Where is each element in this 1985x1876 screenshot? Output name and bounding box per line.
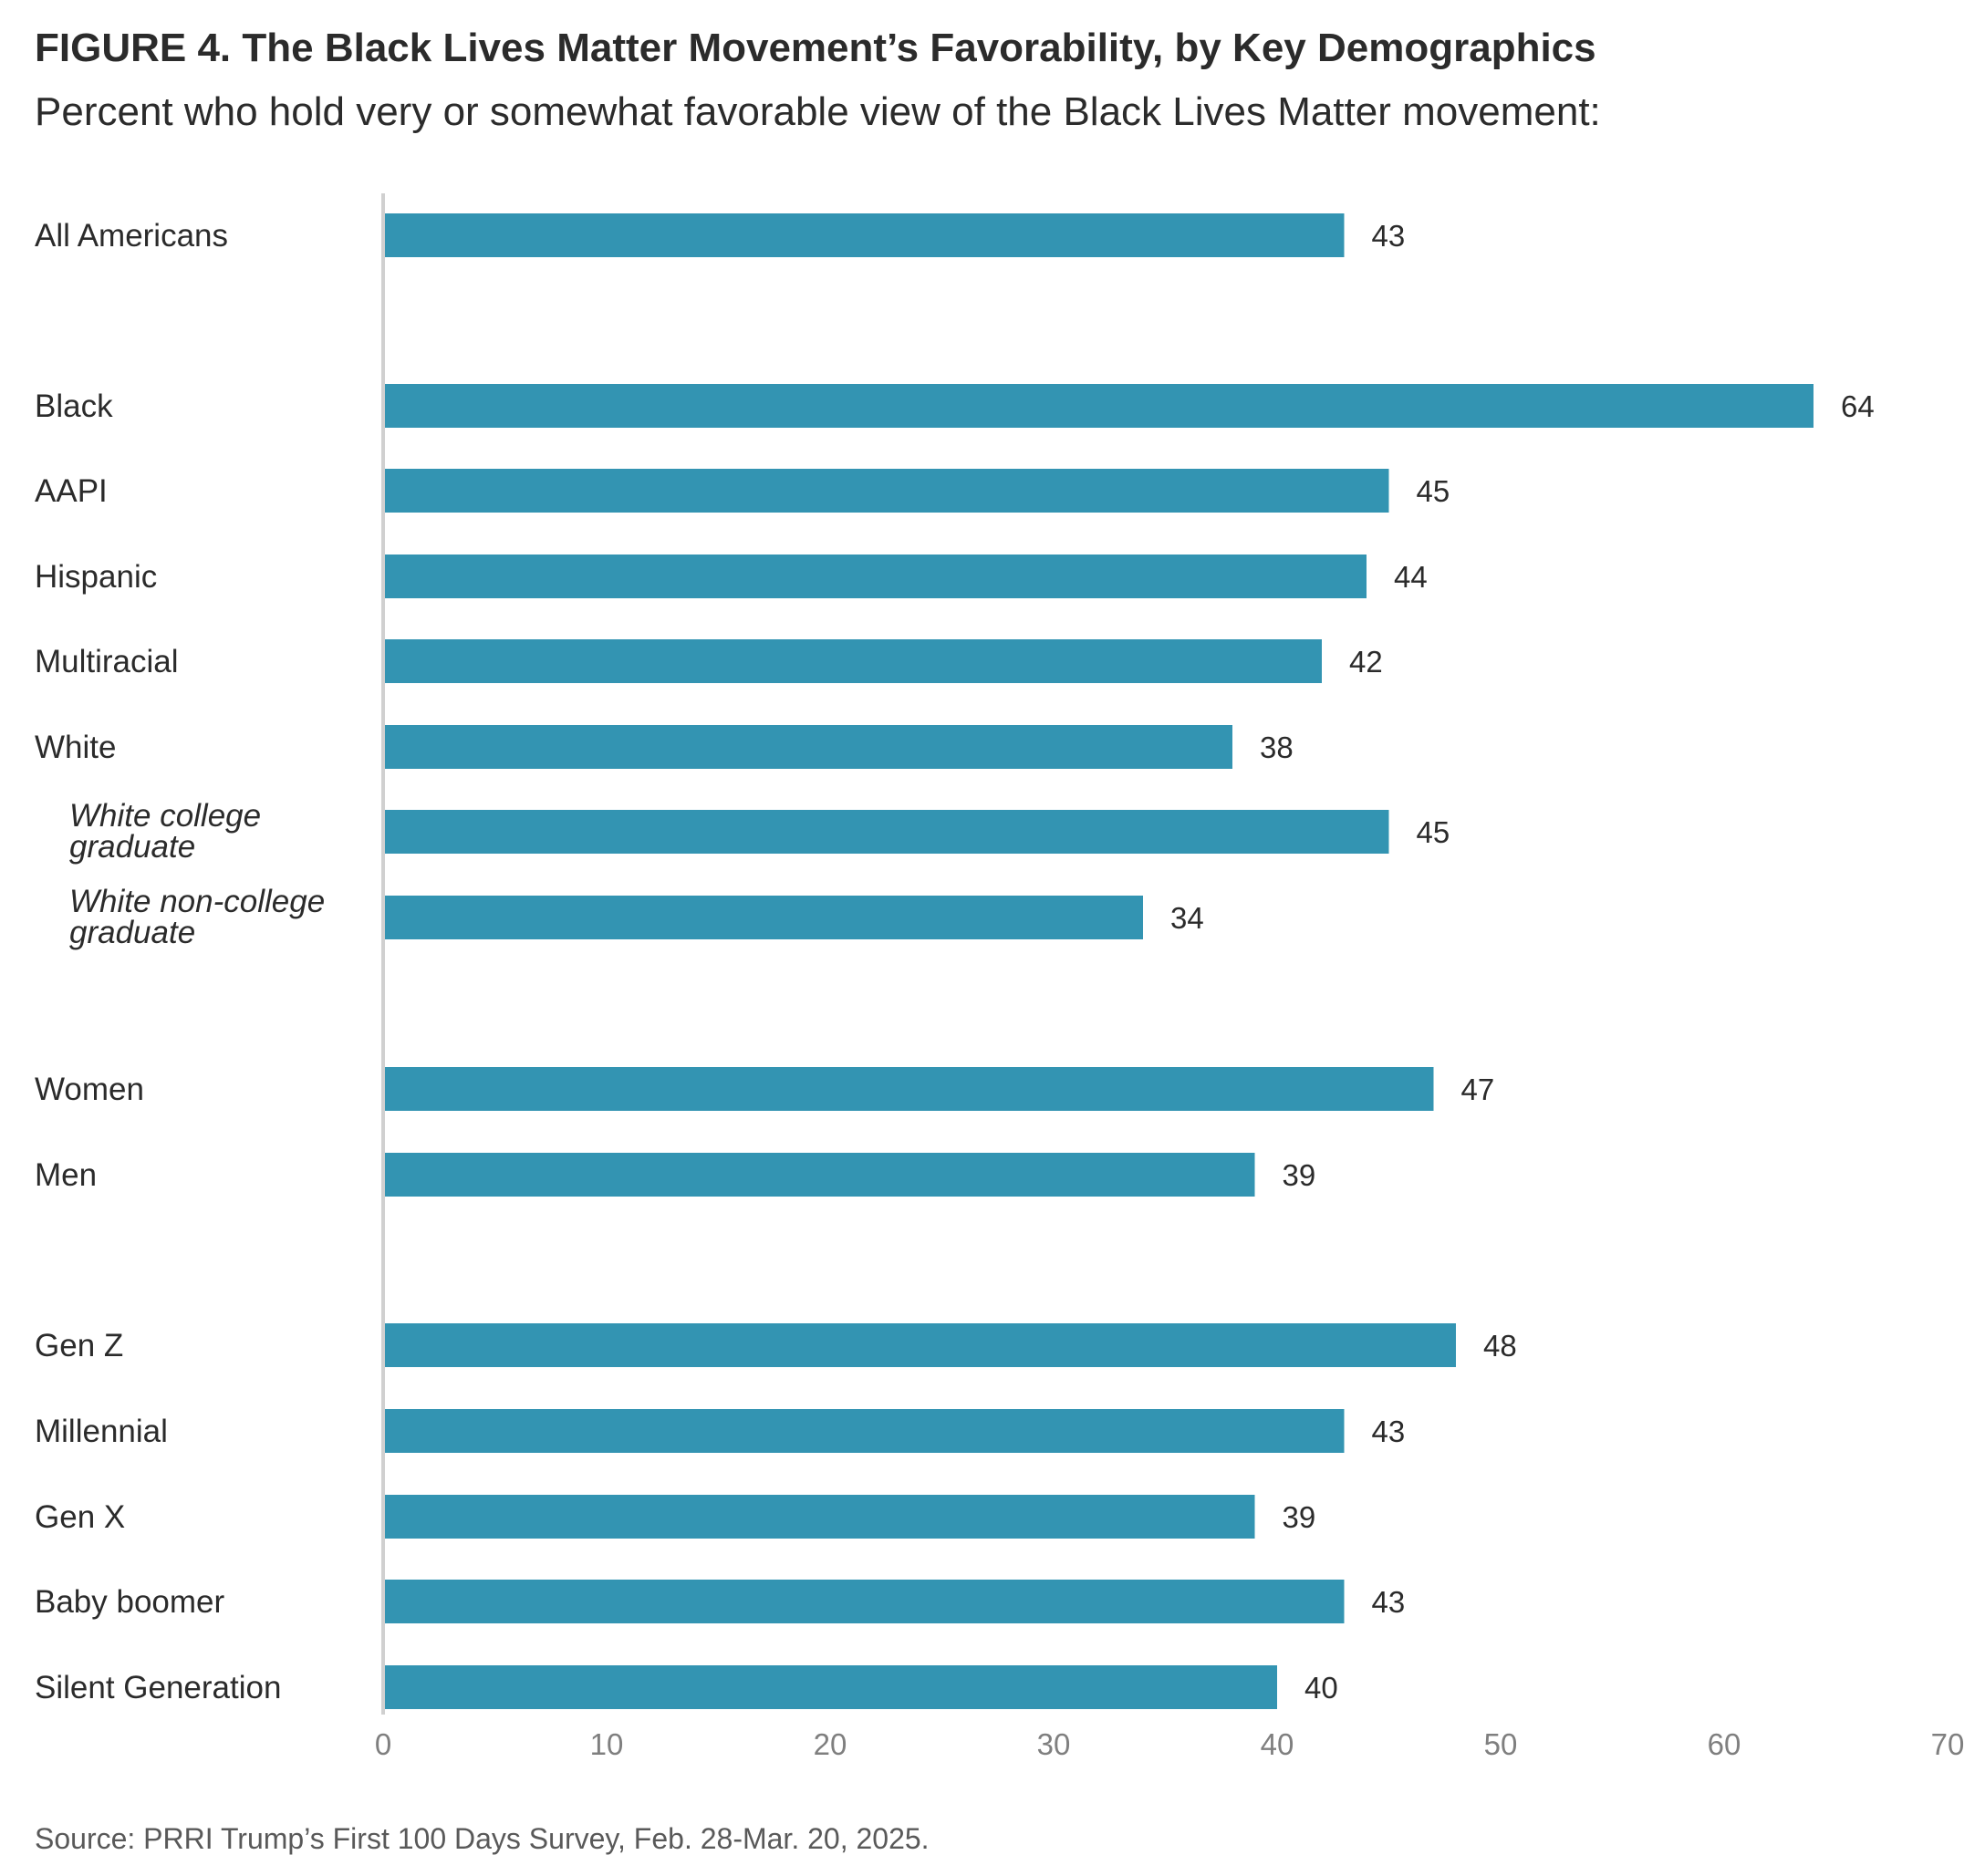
bar-value-label: 64 xyxy=(1841,389,1875,423)
category-label: Multiracial xyxy=(35,644,179,679)
bar xyxy=(385,639,1322,683)
bar-value-label: 39 xyxy=(1283,1500,1316,1534)
category-label: AAPI xyxy=(35,473,108,509)
x-tick-label: 40 xyxy=(1261,1727,1294,1761)
bar-value-label: 42 xyxy=(1349,645,1383,679)
bar xyxy=(385,1323,1456,1367)
x-tick-label: 50 xyxy=(1484,1727,1518,1761)
category-label: White xyxy=(35,730,116,765)
bar xyxy=(385,1580,1345,1623)
bar xyxy=(385,384,1814,428)
bar-value-label: 40 xyxy=(1304,1671,1338,1705)
x-tick-label: 70 xyxy=(1931,1727,1965,1761)
chart-subtitle: Percent who hold very or somewhat favora… xyxy=(35,89,1601,134)
bar-value-label: 44 xyxy=(1394,560,1428,594)
category-label: Black xyxy=(35,389,113,424)
source-note: Source: PRRI Trump’s First 100 Days Surv… xyxy=(35,1822,930,1855)
bar xyxy=(385,1153,1255,1197)
category-label: Women xyxy=(35,1072,144,1107)
category-label: Gen X xyxy=(35,1499,125,1535)
category-label: Baby boomer xyxy=(35,1584,225,1620)
category-label: Hispanic xyxy=(35,559,157,595)
bar-value-label: 47 xyxy=(1461,1073,1495,1106)
category-label: Millennial xyxy=(35,1414,168,1449)
bar xyxy=(385,555,1367,598)
category-label: Gen Z xyxy=(35,1328,123,1363)
bar-value-label: 45 xyxy=(1417,815,1450,849)
x-tick-label: 0 xyxy=(375,1727,391,1761)
bar xyxy=(385,810,1389,854)
bar xyxy=(385,469,1389,513)
x-tick-label: 20 xyxy=(814,1727,847,1761)
bar xyxy=(385,1409,1345,1453)
bar xyxy=(385,1495,1255,1539)
bar-value-label: 43 xyxy=(1372,219,1406,253)
bar xyxy=(385,725,1232,769)
category-label: White non-college graduate xyxy=(69,884,325,950)
bar xyxy=(385,1665,1277,1709)
bar-value-label: 43 xyxy=(1372,1585,1406,1619)
category-label: White college graduate xyxy=(69,798,261,865)
bar xyxy=(385,896,1143,939)
bar-value-label: 39 xyxy=(1283,1158,1316,1192)
bar-value-label: 45 xyxy=(1417,474,1450,508)
x-tick-label: 30 xyxy=(1037,1727,1071,1761)
category-label: Silent Generation xyxy=(35,1670,281,1705)
bar-value-label: 43 xyxy=(1372,1415,1406,1448)
chart-title: FIGURE 4. The Black Lives Matter Movemen… xyxy=(35,26,1596,70)
bar-value-label: 38 xyxy=(1260,731,1294,764)
bar xyxy=(385,1067,1434,1111)
x-tick-label: 60 xyxy=(1708,1727,1741,1761)
bar xyxy=(385,213,1345,257)
bar-value-label: 48 xyxy=(1483,1329,1517,1363)
category-label: All Americans xyxy=(35,218,228,254)
bar-value-label: 34 xyxy=(1170,901,1204,935)
category-label: Men xyxy=(35,1157,97,1193)
x-tick-label: 10 xyxy=(590,1727,624,1761)
